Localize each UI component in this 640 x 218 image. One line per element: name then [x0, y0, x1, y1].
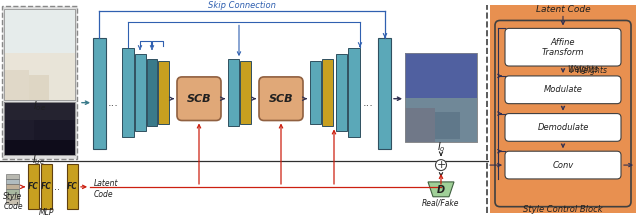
Text: Conv: Conv [552, 161, 573, 170]
Text: Latent Code: Latent Code [536, 5, 590, 14]
Text: ...: ... [108, 98, 118, 108]
Text: SCB: SCB [187, 94, 211, 104]
FancyBboxPatch shape [6, 179, 19, 184]
FancyBboxPatch shape [310, 61, 321, 124]
FancyBboxPatch shape [348, 48, 360, 137]
FancyBboxPatch shape [135, 54, 146, 131]
FancyBboxPatch shape [4, 140, 75, 155]
Text: MLP: MLP [39, 208, 55, 217]
FancyBboxPatch shape [10, 53, 50, 70]
FancyBboxPatch shape [6, 199, 19, 204]
FancyBboxPatch shape [4, 9, 75, 100]
FancyBboxPatch shape [405, 53, 477, 142]
Text: $\downarrow$Weights: $\downarrow$Weights [566, 65, 608, 77]
FancyBboxPatch shape [67, 164, 78, 209]
Text: D: D [437, 185, 445, 195]
Text: Real/Fake: Real/Fake [422, 198, 460, 207]
Text: FC: FC [67, 182, 78, 191]
FancyBboxPatch shape [4, 70, 29, 100]
Text: +: + [436, 160, 445, 170]
FancyBboxPatch shape [505, 151, 621, 179]
Text: ...: ... [363, 98, 373, 108]
FancyBboxPatch shape [6, 174, 19, 179]
Text: $I_{oe}$: $I_{oe}$ [33, 99, 45, 112]
FancyBboxPatch shape [405, 53, 477, 98]
FancyBboxPatch shape [495, 20, 631, 207]
Text: SCB: SCB [269, 94, 293, 104]
FancyBboxPatch shape [147, 59, 157, 126]
Text: Weights: Weights [567, 65, 598, 75]
FancyBboxPatch shape [405, 98, 477, 142]
Text: Modulate: Modulate [543, 85, 582, 94]
Text: Style
Code: Style Code [3, 192, 23, 211]
FancyBboxPatch shape [2, 6, 77, 159]
Text: Affine
Transform: Affine Transform [541, 37, 584, 57]
FancyBboxPatch shape [259, 77, 303, 121]
FancyBboxPatch shape [4, 9, 75, 100]
FancyBboxPatch shape [41, 164, 52, 209]
Circle shape [435, 160, 447, 170]
FancyBboxPatch shape [505, 76, 621, 104]
FancyBboxPatch shape [378, 38, 391, 149]
FancyBboxPatch shape [505, 114, 621, 141]
FancyBboxPatch shape [122, 48, 134, 137]
Text: Latent
Code: Latent Code [94, 179, 118, 199]
Text: FC: FC [41, 182, 52, 191]
Text: Style Control Block: Style Control Block [523, 205, 603, 214]
FancyBboxPatch shape [177, 77, 221, 121]
Text: Skip Connection: Skip Connection [208, 1, 276, 10]
FancyBboxPatch shape [228, 59, 239, 126]
FancyBboxPatch shape [6, 194, 19, 199]
FancyBboxPatch shape [405, 108, 435, 142]
FancyBboxPatch shape [336, 54, 347, 131]
FancyBboxPatch shape [4, 102, 75, 155]
Text: ...: ... [51, 182, 61, 192]
FancyBboxPatch shape [435, 112, 460, 139]
Text: $I_{ue}$: $I_{ue}$ [33, 153, 45, 167]
FancyBboxPatch shape [34, 117, 54, 138]
FancyBboxPatch shape [158, 61, 169, 124]
FancyBboxPatch shape [4, 53, 75, 100]
FancyBboxPatch shape [4, 102, 75, 119]
FancyBboxPatch shape [6, 184, 19, 189]
Text: FC: FC [28, 182, 39, 191]
FancyBboxPatch shape [4, 9, 75, 53]
FancyBboxPatch shape [6, 189, 19, 194]
FancyBboxPatch shape [93, 38, 106, 149]
FancyBboxPatch shape [4, 116, 34, 140]
FancyBboxPatch shape [240, 61, 251, 124]
Text: $I_o$: $I_o$ [436, 140, 445, 154]
Polygon shape [428, 182, 454, 197]
FancyBboxPatch shape [28, 164, 39, 209]
FancyBboxPatch shape [505, 28, 621, 66]
FancyBboxPatch shape [322, 59, 333, 126]
FancyBboxPatch shape [490, 5, 636, 213]
FancyBboxPatch shape [29, 75, 49, 100]
FancyBboxPatch shape [4, 9, 75, 100]
Text: Demodulate: Demodulate [538, 123, 589, 132]
